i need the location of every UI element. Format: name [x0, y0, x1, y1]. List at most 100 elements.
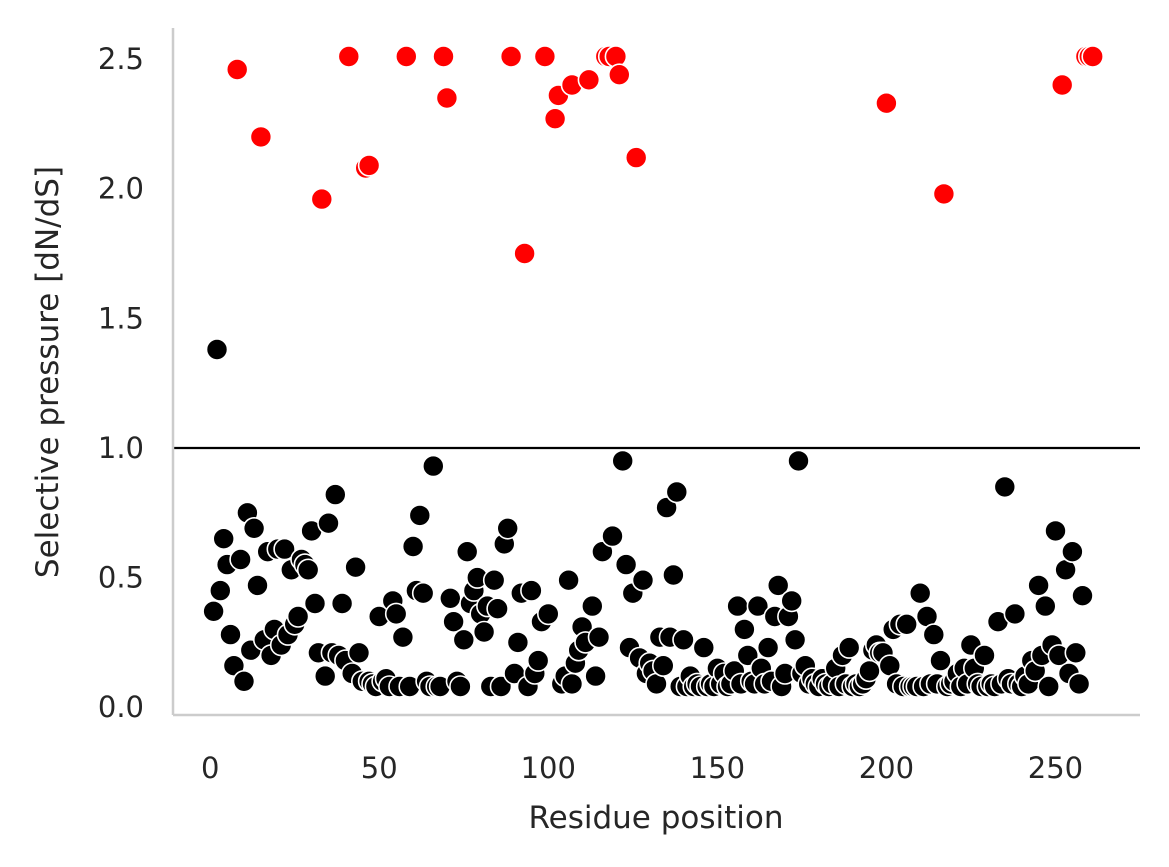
- data-point: [472, 620, 496, 644]
- data-point: [577, 68, 601, 92]
- data-point: [401, 535, 425, 558]
- y-tick-label: 0.0: [98, 690, 144, 724]
- data-point: [766, 574, 790, 597]
- data-point: [449, 675, 472, 698]
- x-tick-label: 100: [521, 751, 576, 785]
- data-point: [726, 594, 749, 618]
- data-point: [273, 537, 296, 561]
- data-point: [408, 504, 432, 527]
- data-point: [1071, 584, 1094, 608]
- data-point: [486, 597, 509, 621]
- data-point: [499, 45, 523, 68]
- data-point: [330, 592, 354, 615]
- data-point: [242, 516, 266, 540]
- data-point: [286, 605, 310, 628]
- data-point: [584, 664, 607, 688]
- data-point: [205, 338, 229, 361]
- data-point: [536, 602, 560, 626]
- data-point: [222, 654, 246, 678]
- data-point: [394, 45, 418, 68]
- data-point: [391, 625, 415, 649]
- y-tick-label: 1.5: [98, 301, 144, 335]
- data-point: [922, 623, 946, 646]
- y-tick-labels: 0.0 0.5 1.0 1.5 2.0 2.5: [98, 42, 144, 724]
- x-tick-label: 200: [859, 751, 914, 785]
- data-point: [1044, 519, 1067, 543]
- data-point: [506, 631, 530, 654]
- data-point: [520, 579, 543, 602]
- data-point: [665, 480, 689, 504]
- data-point: [296, 558, 320, 582]
- data-point: [557, 568, 580, 592]
- data-point: [973, 644, 996, 667]
- data-point: [651, 654, 675, 678]
- y-tick-label: 0.5: [98, 561, 144, 595]
- data-point: [875, 91, 898, 115]
- data-point: [780, 589, 804, 613]
- data-point: [435, 86, 459, 110]
- data-point: [672, 628, 695, 652]
- data-point: [442, 610, 465, 634]
- data-point: [929, 649, 952, 672]
- data-point: [323, 483, 347, 506]
- data-point: [908, 581, 932, 605]
- data-point: [614, 553, 638, 576]
- x-tick-label: 150: [690, 751, 745, 785]
- data-point: [202, 599, 225, 623]
- x-tick-label: 250: [1028, 751, 1083, 785]
- data-point: [655, 496, 678, 519]
- x-tick-labels: 0 50 100 150 200 250: [201, 751, 1083, 785]
- data-point: [733, 618, 756, 641]
- data-point: [631, 568, 655, 592]
- data-point: [895, 612, 919, 636]
- y-tick-label: 2.0: [98, 172, 144, 206]
- data-point: [212, 527, 235, 551]
- data-point: [249, 125, 273, 149]
- data-point: [310, 187, 334, 211]
- data-point: [837, 636, 861, 659]
- data-point: [787, 449, 810, 473]
- data-point: [783, 628, 807, 652]
- data-point: [611, 449, 635, 473]
- data-point: [526, 649, 550, 672]
- data-point: [1037, 675, 1060, 698]
- data-point: [1050, 73, 1074, 97]
- data-point: [1067, 672, 1091, 696]
- data-point: [209, 579, 232, 602]
- data-point: [229, 548, 252, 571]
- data-point: [1081, 45, 1104, 68]
- data-point: [587, 625, 611, 649]
- data-point: [932, 182, 956, 206]
- data-point: [219, 623, 242, 646]
- data-point: [496, 516, 520, 540]
- data-point: [489, 675, 513, 698]
- data-point: [1027, 574, 1050, 597]
- data-point: [604, 45, 628, 68]
- data-point: [225, 58, 249, 81]
- data-point: [452, 628, 476, 652]
- x-tick-label: 0: [201, 751, 219, 785]
- y-axis-label: Selective pressure [dN/dS]: [30, 166, 66, 578]
- x-tick-label: 50: [361, 751, 398, 785]
- data-point: [384, 602, 408, 626]
- data-point: [438, 586, 462, 610]
- plot-area: [173, 45, 1140, 698]
- x-axis-label: Residue position: [528, 800, 783, 836]
- data-point: [692, 636, 716, 659]
- data-point: [601, 524, 624, 548]
- data-point: [303, 592, 327, 615]
- data-point: [513, 242, 536, 265]
- data-point: [232, 669, 256, 693]
- data-point: [482, 568, 506, 592]
- y-tick-label: 2.5: [98, 42, 144, 76]
- data-point: [317, 511, 340, 535]
- data-point: [580, 594, 604, 618]
- data-point: [662, 563, 685, 587]
- y-tick-label: 1.0: [98, 431, 144, 465]
- data-point: [421, 454, 445, 478]
- data-point: [344, 555, 367, 579]
- data-point: [624, 146, 648, 169]
- data-point: [337, 45, 361, 68]
- data-point: [746, 594, 770, 618]
